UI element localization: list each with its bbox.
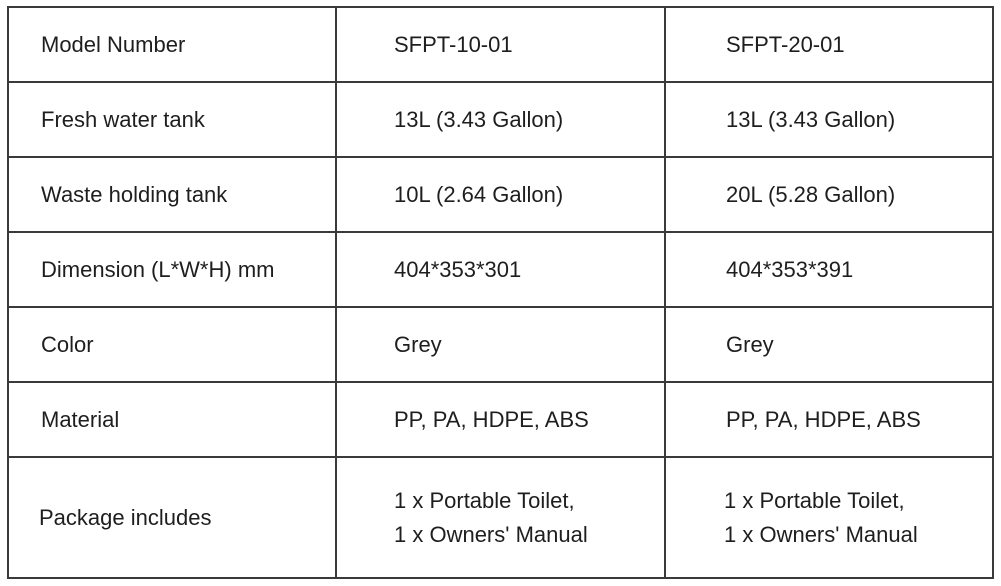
- package-line: 1 x Portable Toilet,: [724, 487, 905, 513]
- table-row: Model Number SFPT-10-01 SFPT-20-01: [7, 6, 994, 83]
- table-row: Package includes 1 x Portable Toilet, 1 …: [7, 456, 994, 579]
- row-label: Package includes: [7, 456, 337, 579]
- package-line: 1 x Owners' Manual: [724, 521, 918, 547]
- cell-model-2: 404*353*391: [664, 231, 994, 308]
- package-line: 1 x Owners' Manual: [394, 521, 588, 547]
- cell-model-1: 404*353*301: [335, 231, 666, 308]
- cell-model-2: 20L (5.28 Gallon): [664, 156, 994, 233]
- row-label: Waste holding tank: [7, 156, 337, 233]
- cell-model-2: 1 x Portable Toilet, 1 x Owners' Manual: [664, 456, 994, 579]
- package-line: 1 x Portable Toilet,: [394, 487, 575, 513]
- table-row: Dimension (L*W*H) mm 404*353*301 404*353…: [7, 231, 994, 308]
- cell-model-1: 13L (3.43 Gallon): [335, 81, 666, 158]
- cell-model-1: 10L (2.64 Gallon): [335, 156, 666, 233]
- cell-model-2: SFPT-20-01: [664, 6, 994, 83]
- table-row: Color Grey Grey: [7, 306, 994, 383]
- table-row: Waste holding tank 10L (2.64 Gallon) 20L…: [7, 156, 994, 233]
- cell-model-1: Grey: [335, 306, 666, 383]
- cell-model-2: 13L (3.43 Gallon): [664, 81, 994, 158]
- cell-model-2: PP, PA, HDPE, ABS: [664, 381, 994, 458]
- row-label: Dimension (L*W*H) mm: [7, 231, 337, 308]
- row-label: Material: [7, 381, 337, 458]
- cell-model-1: SFPT-10-01: [335, 6, 666, 83]
- spec-table: Model Number SFPT-10-01 SFPT-20-01 Fresh…: [7, 6, 994, 579]
- cell-model-1: 1 x Portable Toilet, 1 x Owners' Manual: [335, 456, 666, 579]
- cell-model-2: Grey: [664, 306, 994, 383]
- cell-model-1: PP, PA, HDPE, ABS: [335, 381, 666, 458]
- row-label: Model Number: [7, 6, 337, 83]
- row-label: Color: [7, 306, 337, 383]
- row-label: Fresh water tank: [7, 81, 337, 158]
- table-row: Material PP, PA, HDPE, ABS PP, PA, HDPE,…: [7, 381, 994, 458]
- table-row: Fresh water tank 13L (3.43 Gallon) 13L (…: [7, 81, 994, 158]
